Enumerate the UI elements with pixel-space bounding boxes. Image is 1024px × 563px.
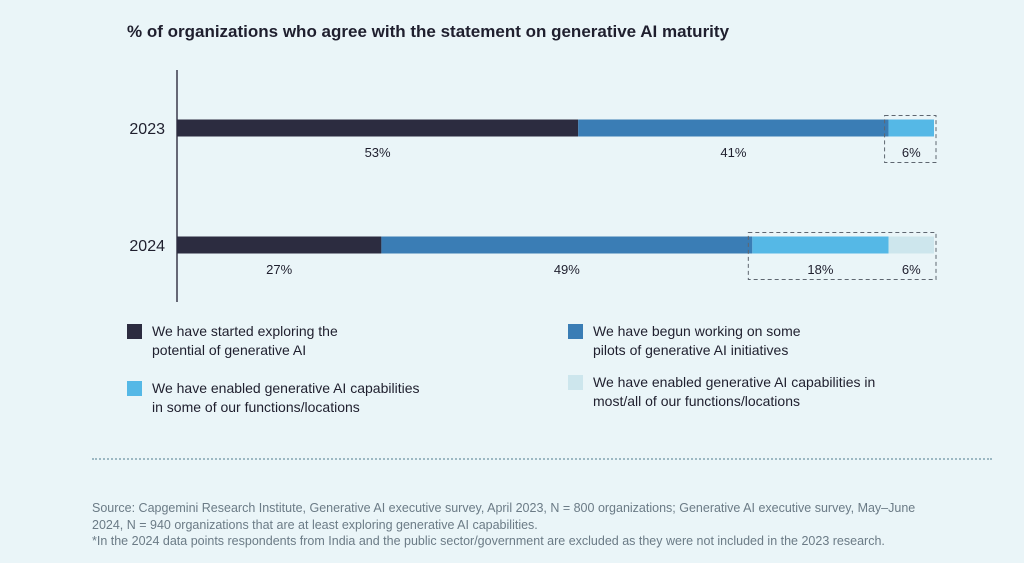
legend-text: We have started exploring the bbox=[152, 323, 338, 339]
legend-label-some-functions: We have enabled generative AI capabiliti… bbox=[152, 379, 472, 417]
legend-swatch-pilots bbox=[568, 324, 583, 339]
legend-text: most/all of our functions/locations bbox=[593, 393, 800, 409]
bar-segment-2024-2 bbox=[381, 236, 753, 254]
legend-label-pilots: We have begun working on some pilots of … bbox=[593, 322, 913, 360]
bar-segment-2023-2 bbox=[578, 119, 889, 137]
source-line: Source: Capgemini Research Institute, Ge… bbox=[92, 501, 916, 515]
category-label-2023: 2023 bbox=[129, 121, 165, 138]
legend-text: in some of our functions/locations bbox=[152, 399, 360, 415]
data-label-2024-4: 6% bbox=[902, 262, 921, 277]
data-label-2023-3: 6% bbox=[902, 145, 921, 160]
category-label-2024: 2024 bbox=[129, 238, 165, 255]
highlight-box-2024 bbox=[747, 232, 937, 280]
legend-text: We have enabled generative AI capabiliti… bbox=[593, 374, 876, 390]
chart-title: % of organizations who agree with the st… bbox=[127, 22, 730, 41]
legend-label-most-functions: We have enabled generative AI capabiliti… bbox=[593, 373, 913, 411]
legend-swatch-some-functions bbox=[127, 381, 142, 396]
legend-text: We have begun working on some bbox=[593, 323, 801, 339]
bar-segment-2023-1 bbox=[177, 119, 579, 137]
source-line: 2024, N = 940 organizations that are at … bbox=[92, 517, 538, 532]
legend-swatch-most-functions bbox=[568, 375, 583, 390]
data-label-2024-1: 27% bbox=[266, 262, 292, 277]
bar-segment-2024-3 bbox=[752, 236, 889, 254]
data-label-2024-3: 18% bbox=[807, 262, 833, 277]
bar-segment-2024-4 bbox=[888, 236, 934, 254]
bar-segment-2024-1 bbox=[177, 236, 382, 254]
legend-text: pilots of generative AI initiatives bbox=[593, 342, 789, 358]
divider bbox=[92, 458, 992, 460]
data-label-2024-2: 49% bbox=[554, 262, 580, 277]
legend-label-exploring: We have started exploring the potential … bbox=[152, 322, 472, 360]
data-label-2023-2: 41% bbox=[720, 145, 746, 160]
legend-text: We have enabled generative AI capabiliti… bbox=[152, 380, 420, 396]
legend-swatch-exploring bbox=[127, 324, 142, 339]
data-label-2023-1: 53% bbox=[365, 145, 391, 160]
source-line: *In the 2024 data points respondents fro… bbox=[92, 534, 885, 548]
legend-text: potential of generative AI bbox=[152, 342, 307, 358]
bar-segment-2023-3 bbox=[888, 119, 934, 137]
source-note: Source: Capgemini Research Institute, Ge… bbox=[92, 500, 992, 550]
stacked-bar-chart: 2023 53% 41% 6% 2024 27% 49% 18% 6% bbox=[129, 70, 937, 302]
